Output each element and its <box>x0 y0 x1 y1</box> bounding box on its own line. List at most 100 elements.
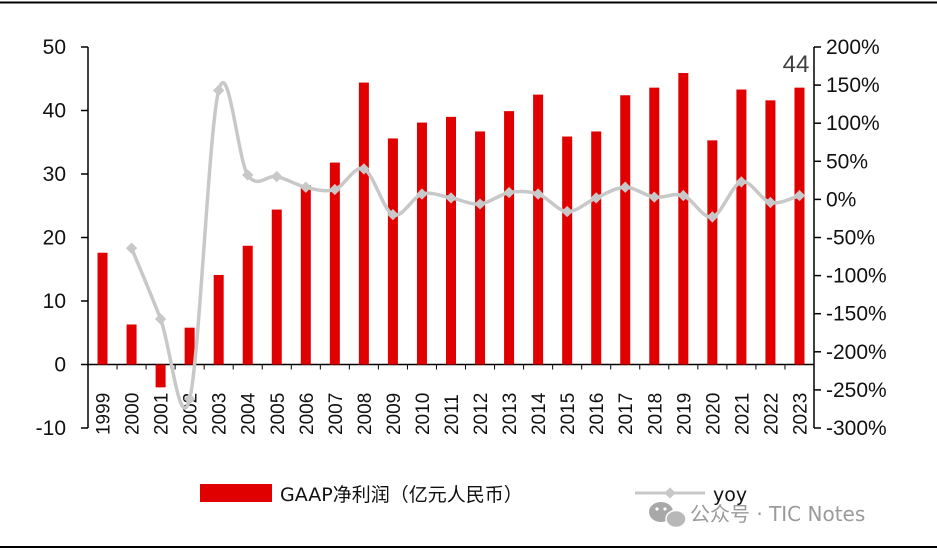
yoy-line <box>129 80 800 410</box>
right-tick-label: 50% <box>826 150 868 173</box>
yoy-point <box>590 192 602 204</box>
bar <box>300 185 311 365</box>
yoy-point <box>154 313 167 325</box>
x-tick-label: 2016 <box>587 393 608 435</box>
x-tick-label: 1999 <box>94 393 115 435</box>
bar <box>765 100 776 365</box>
x-tick-label: 2014 <box>529 392 550 435</box>
x-tick-label: 2003 <box>210 393 231 435</box>
left-tick-label: 0 <box>54 354 66 377</box>
watermark-text: 公众号 · TIC Notes <box>690 502 865 526</box>
x-tick-label: 2020 <box>703 393 724 435</box>
bar <box>736 89 747 365</box>
x-tick-label: 2002 <box>181 393 202 435</box>
x-tick-label: 2017 <box>616 393 637 435</box>
left-tick-label: 20 <box>43 227 66 250</box>
x-tick-label: 2022 <box>761 393 782 435</box>
x-tick-label: 2018 <box>645 393 666 435</box>
yoy-point <box>735 176 748 188</box>
yoy-point <box>764 196 777 209</box>
bar <box>707 140 718 365</box>
yoy-point <box>387 208 399 221</box>
bar <box>591 131 602 365</box>
x-tick-label: 2023 <box>790 393 811 435</box>
yoy-point <box>706 211 719 223</box>
bar <box>504 111 515 365</box>
x-tick-label: 2007 <box>326 393 347 435</box>
bar <box>97 252 108 365</box>
x-tick-label: 2011 <box>442 394 463 435</box>
legend-line-label: yoy <box>713 484 747 506</box>
bar <box>358 82 369 365</box>
yoy-point <box>445 192 457 204</box>
x-tick-label: 2008 <box>355 393 376 435</box>
right-tick-label: -150% <box>826 303 887 326</box>
bar <box>649 87 660 365</box>
bar <box>475 131 486 365</box>
left-tick-label: 40 <box>43 100 66 123</box>
yoy-point <box>416 188 428 200</box>
bar <box>155 364 166 388</box>
x-tick-label: 2009 <box>384 393 405 435</box>
right-tick-label: -300% <box>826 417 887 440</box>
bar <box>620 95 631 365</box>
yoy-point <box>793 189 806 202</box>
right-tick-label: -50% <box>826 227 875 250</box>
x-tick-label: 2015 <box>558 393 579 435</box>
legend-line-marker <box>664 487 676 499</box>
x-tick-label: 2021 <box>732 393 753 435</box>
yoy-point <box>648 191 660 203</box>
bar <box>213 274 224 365</box>
x-tick-label: 2001 <box>152 393 173 435</box>
x-tick-label: 2012 <box>471 393 492 435</box>
bar <box>126 324 137 365</box>
yoy-point <box>125 242 138 254</box>
yoy-point <box>532 188 544 200</box>
x-tick-label: 2004 <box>239 392 260 435</box>
yoy-point <box>213 84 225 97</box>
x-tick-label: 2010 <box>413 393 434 435</box>
left-tick-label: 10 <box>43 290 66 313</box>
bar <box>387 138 398 365</box>
right-tick-label: 0% <box>826 188 856 211</box>
left-tick-label: 50 <box>43 36 66 59</box>
right-tick-label: 150% <box>826 74 880 97</box>
bar <box>329 162 340 365</box>
yoy-point <box>300 181 312 193</box>
yoy-point <box>474 198 486 210</box>
right-tick-label: -200% <box>826 341 887 364</box>
yoy-point <box>183 393 196 405</box>
yoy-point <box>271 170 283 183</box>
yoy-point <box>677 189 689 202</box>
x-tick-label: 2005 <box>268 393 289 435</box>
watermark: 公众号 · TIC Notes <box>649 502 865 529</box>
bar <box>794 87 805 365</box>
bar <box>271 209 282 365</box>
bar <box>678 73 689 365</box>
wechat-icon <box>649 502 687 529</box>
x-tick-label: 2013 <box>500 393 521 435</box>
bar <box>416 122 427 365</box>
legend-bar-swatch <box>200 484 272 502</box>
annotation-label: 44 <box>783 51 810 78</box>
yoy-point <box>561 205 573 218</box>
legend-bar-label: GAAP净利润（亿元人民币） <box>280 484 523 506</box>
x-tick-label: 2000 <box>123 393 144 435</box>
right-tick-label: 100% <box>826 112 880 135</box>
plot-area: 50403020100-10200%150%100%50%0%-50%-100%… <box>36 36 887 440</box>
left-tick-label: 30 <box>43 163 66 186</box>
yoy-point <box>329 183 341 196</box>
legend: GAAP净利润（亿元人民币） yoy <box>200 484 747 506</box>
bar <box>184 327 195 365</box>
bar <box>533 94 544 365</box>
x-tick-label: 2006 <box>297 393 318 435</box>
yoy-point <box>358 163 370 175</box>
bar <box>562 136 573 365</box>
x-tick-label: 2019 <box>674 393 695 435</box>
yoy-point <box>242 169 254 181</box>
right-tick-label: -100% <box>826 265 887 288</box>
right-tick-label: -250% <box>826 379 887 402</box>
right-tick-label: 200% <box>826 36 880 59</box>
left-tick-label: -10 <box>36 417 66 440</box>
